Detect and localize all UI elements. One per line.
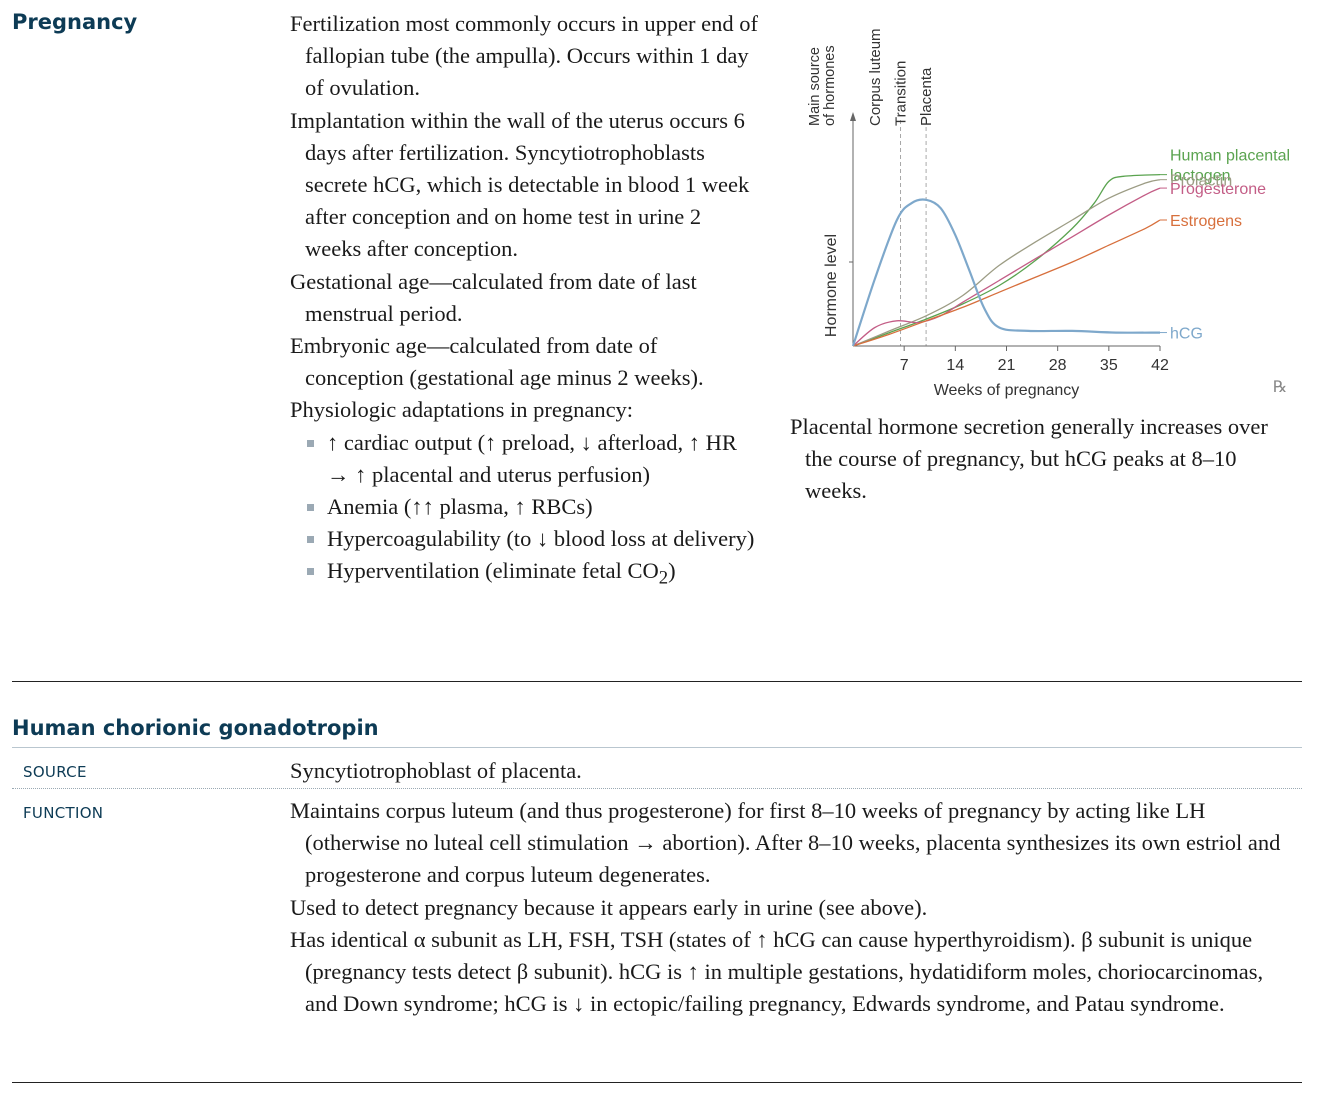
hormone-chart: 7 14 21 28 35 42 Weeks of pregnancy Hormone lev… — [807, 28, 1290, 399]
source-phase-label: Transition — [893, 61, 910, 126]
paragraph-embryonic-age: Embryonic age—calculated from date of co… — [290, 333, 704, 391]
y-axis-label: Hormone level — [823, 234, 840, 337]
x-axis-label: Weeks of pregnancy — [934, 382, 1080, 399]
hyperventilation-text: Hyperventilation (eliminate fetal CO — [327, 558, 659, 584]
top-axis-label: of hormones — [822, 45, 838, 126]
list-item: ↑ cardiac output (↑ preload, ↓ afterload… — [290, 427, 760, 491]
chart-labels: Human placental lactogenProlactinProgeste… — [1170, 148, 1290, 396]
function-label: FUNCTION — [23, 804, 104, 822]
paragraph-implantation: Implantation within the wall of the uter… — [290, 107, 750, 262]
function-text: Maintains corpus luteum (and thus proges… — [290, 795, 1290, 1020]
x-tick-label: 14 — [946, 357, 964, 374]
function-paragraph: Used to detect pregnancy because it appe… — [290, 894, 928, 920]
y-axis-arrow-icon — [850, 112, 856, 121]
source-label: SOURCE — [23, 763, 87, 781]
subscript-2: 2 — [658, 567, 669, 589]
caption-text: Placental hormone secretion generally in… — [790, 414, 1268, 503]
pregnancy-text: Fertilization most commonly occurs in up… — [290, 8, 760, 595]
section-title-hcg: Human chorionic gonadotropin — [12, 716, 379, 740]
paragraph-fertilization: Fertilization most commonly occurs in up… — [290, 11, 759, 101]
paragraph-adaptations-intro: Physiologic adaptations in pregnancy: — [290, 397, 634, 423]
chart-caption: Placental hormone secretion generally in… — [790, 411, 1300, 507]
chart-series — [851, 173, 1167, 347]
paragraph-gestational-age: Gestational age—calculated from date of … — [290, 268, 697, 326]
top-axis-label: Main source — [807, 47, 823, 126]
list-item: Hyperventilation (eliminate fetal CO2) — [290, 555, 760, 595]
legend-label: Prolactin — [1170, 173, 1232, 190]
series-line-3 — [852, 219, 1161, 347]
section-divider-bottom — [12, 1082, 1302, 1083]
legend-label: Progesterone — [1170, 181, 1266, 198]
adaptations-list: ↑ cardiac output (↑ preload, ↓ afterload… — [290, 427, 760, 596]
list-item: Hypercoagulability (to ↓ blood loss at d… — [290, 523, 760, 555]
rx-icon: ℞ — [1273, 379, 1287, 396]
list-item: Anemia (↑↑ plasma, ↑ RBCs) — [290, 491, 760, 523]
x-tick-label: 28 — [1049, 357, 1067, 374]
function-paragraph: Has identical α subunit as LH, FSH, TSH … — [290, 926, 1264, 1017]
source-phase-label: Placenta — [918, 67, 935, 126]
x-tick-label: 42 — [1151, 357, 1169, 374]
series-line-1 — [852, 179, 1161, 347]
row-divider — [12, 788, 1302, 789]
legend-label: Estrogens — [1170, 213, 1242, 230]
legend-label: Human placental — [1170, 148, 1290, 165]
section-title-pregnancy: Pregnancy — [12, 10, 138, 34]
source-phase-label: Corpus luteum — [867, 28, 884, 126]
title-underline — [12, 747, 1302, 748]
section-divider — [12, 681, 1302, 682]
legend-label: lactogen — [1170, 168, 1231, 185]
series-line-4 — [851, 198, 1161, 347]
chart-axes: 7 14 21 28 35 42 Weeks of pregnancy Hormone lev… — [807, 28, 1169, 399]
legend-label: hCG — [1170, 326, 1203, 343]
series-line-2 — [852, 187, 1161, 347]
function-paragraph: Maintains corpus luteum (and thus proges… — [290, 798, 1281, 888]
x-tick-label: 35 — [1100, 357, 1118, 374]
x-tick-label: 21 — [998, 357, 1016, 374]
x-tick-label: 7 — [900, 357, 909, 374]
source-dividers — [900, 120, 927, 346]
closing-paren: ) — [668, 558, 676, 584]
source-text: Syncytiotrophoblast of placenta. — [290, 758, 582, 783]
